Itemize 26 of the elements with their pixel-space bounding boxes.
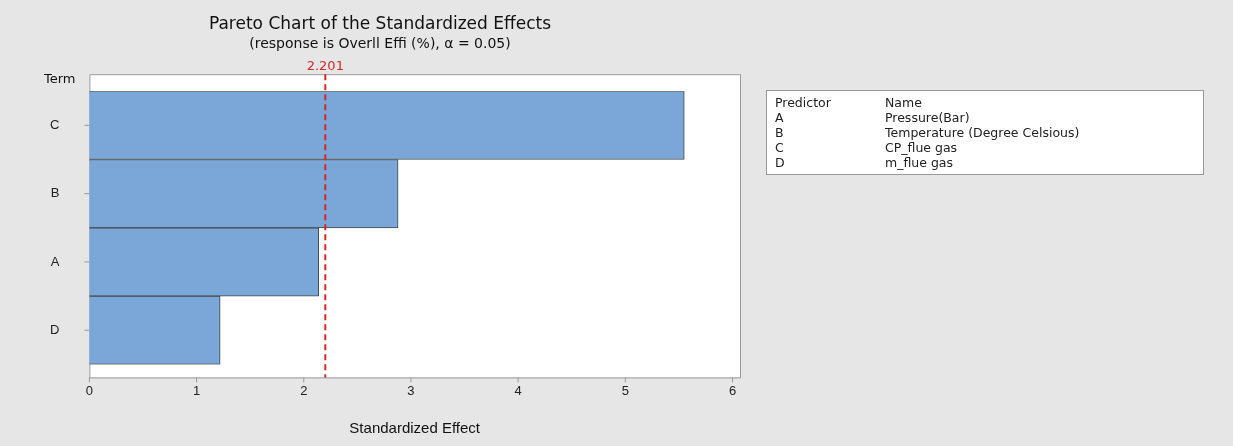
x-tick-label: 4: [514, 382, 522, 398]
x-tick-label: 3: [407, 382, 415, 398]
text: m_flue gas: [885, 155, 954, 170]
y-tick-label: C: [50, 116, 60, 132]
x-tick-label: 0: [85, 382, 94, 398]
text: B: [775, 125, 785, 140]
text: D: [775, 155, 786, 170]
y-axis-title: Term: [44, 71, 76, 86]
text: CP_flue gas: [885, 140, 959, 155]
x-tick-label: 1: [192, 382, 201, 398]
text: Name: [885, 95, 923, 110]
y-tick-label: D: [50, 321, 60, 337]
y-tick-label: B: [50, 185, 60, 201]
x-tick-label: 6: [728, 382, 737, 398]
x-tick-label: 2: [300, 382, 308, 398]
x-axis-title: Standardized Effect: [349, 419, 481, 437]
ref-line-label: 2.201: [306, 58, 344, 74]
chart-subtitle: (response is Overll Effi (%), α = 0.05): [249, 35, 511, 52]
x-tick-label: 5: [621, 382, 629, 398]
y-tick-label: A: [50, 253, 60, 269]
text: Temperature (Degree Celsious): [885, 125, 1081, 140]
chart-title: Pareto Chart of the Standardized Effects: [208, 12, 552, 33]
text: Predictor: [775, 95, 832, 110]
text: Pressure(Bar): [885, 110, 971, 125]
text: C: [775, 140, 785, 155]
text: A: [775, 110, 785, 125]
